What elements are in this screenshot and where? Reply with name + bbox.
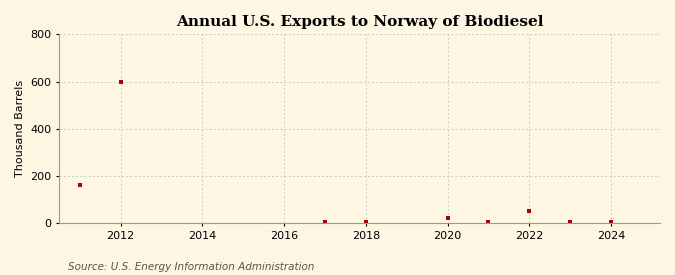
Y-axis label: Thousand Barrels: Thousand Barrels (15, 80, 25, 177)
Title: Annual U.S. Exports to Norway of Biodiesel: Annual U.S. Exports to Norway of Biodies… (176, 15, 543, 29)
Text: Source: U.S. Energy Information Administration: Source: U.S. Energy Information Administ… (68, 262, 314, 272)
